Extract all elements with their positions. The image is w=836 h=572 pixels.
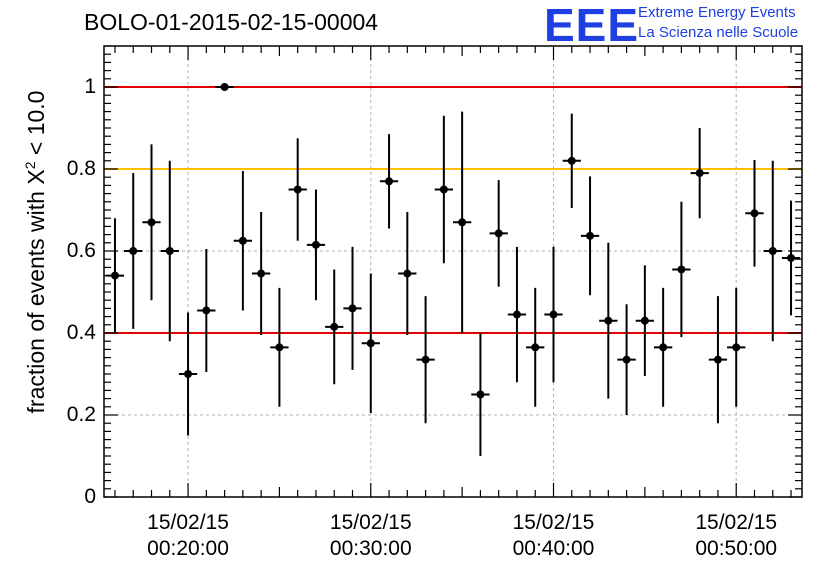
data-point-38 [781,200,801,316]
data-point-28 [599,242,618,399]
x-tick-label-line: 00:30:00 [329,537,412,560]
y-tick-label: 1 [84,75,96,98]
x-tick-label: 15/02/15 00:30:00 [330,510,412,562]
data-point-8 [233,171,253,311]
chart-title: BOLO-01-2015-02-15-00004 [84,9,379,35]
data-point-10 [270,287,289,407]
plot-frame [103,45,803,498]
data-marker [586,231,595,240]
data-point-19 [434,115,453,264]
data-marker [695,169,704,178]
x-tick-label: 15/02/15 00:50:00 [695,510,777,562]
data-marker [311,240,320,249]
y-tick-label: 0.6 [66,239,96,262]
data-point-14 [343,246,362,370]
x-tick-label-line: 00:50:00 [695,537,778,560]
data-marker [421,355,430,364]
data-point-3 [142,144,161,301]
x-tick-label-line: 15/02/15 [147,511,229,534]
data-point-9 [252,212,271,336]
data-marker [330,322,339,331]
data-marker [640,316,649,325]
x-tick-label-line: 15/02/15 [512,511,595,534]
data-marker [713,355,722,364]
data-marker [403,269,412,278]
data-point-37 [763,160,782,342]
y-tick-label: 0.8 [66,157,96,180]
data-marker [494,229,503,238]
data-point-6 [197,248,216,372]
y-tick-label: 0.4 [66,321,96,344]
data-point-23 [507,246,527,383]
x-tick-label-line: 15/02/15 [695,511,778,534]
data-point-30 [635,265,654,377]
data-marker [458,218,467,227]
data-marker [202,306,211,315]
data-point-24 [526,287,545,407]
data-marker [549,310,558,319]
data-point-7 [215,83,234,91]
data-marker [366,339,375,348]
x-tick-label: 15/02/15 00:40:00 [513,510,595,562]
data-point-26 [562,113,581,208]
data-marker [768,247,777,255]
data-marker [439,185,448,194]
data-marker [184,370,193,378]
data-marker [385,177,394,186]
data-marker [129,247,138,255]
y-tick-label: 0.2 [66,403,96,426]
x-tick-label-line: 00:20:00 [147,537,229,560]
data-point-36 [745,159,764,267]
data-marker [275,343,284,352]
data-point-4 [160,160,179,342]
x-tick-label-line: 15/02/15 [329,511,412,534]
data-point-16 [379,134,399,229]
data-point-18 [416,296,435,424]
data-point-12 [306,189,326,301]
data-marker [531,343,540,352]
data-marker [293,185,302,194]
data-marker [512,310,521,319]
data-point-2 [124,173,143,329]
data-marker [750,209,759,218]
data-marker [476,390,485,399]
y-tick-label: 0 [84,485,96,508]
data-marker [604,316,613,325]
data-point-35 [727,287,746,407]
data-point-15 [361,273,380,413]
logo-caption-line2: La Scienza nelle Scuole [638,24,799,41]
data-marker [257,269,266,278]
data-point-33 [690,128,709,219]
data-point-11 [288,138,307,241]
data-point-13 [325,269,344,385]
data-point-27 [580,176,600,296]
x-tick-label-line: 00:40:00 [512,537,595,560]
data-marker [238,236,247,245]
data-point-29 [617,304,636,415]
data-point-31 [653,287,673,407]
data-marker [567,156,576,165]
data-marker [787,253,796,262]
data-marker [220,83,229,91]
data-marker [348,304,357,313]
data-marker [622,355,631,364]
eee-logo: EEE [544,0,640,51]
data-point-20 [453,111,472,333]
data-point-21 [471,333,490,456]
data-marker [110,271,119,280]
data-marker [147,218,156,227]
data-marker [165,247,174,255]
data-point-17 [398,212,417,336]
data-marker [659,343,668,352]
data-marker [677,265,686,274]
data-point-32 [672,201,691,338]
data-point-22 [489,180,508,287]
x-tick-label: 15/02/15 00:20:00 [147,510,229,562]
data-marker [732,343,741,352]
data-point-25 [544,246,563,383]
data-point-34 [708,296,728,424]
data-point-5 [178,312,198,436]
logo-caption-line1: Extreme Energy Events [638,4,796,21]
